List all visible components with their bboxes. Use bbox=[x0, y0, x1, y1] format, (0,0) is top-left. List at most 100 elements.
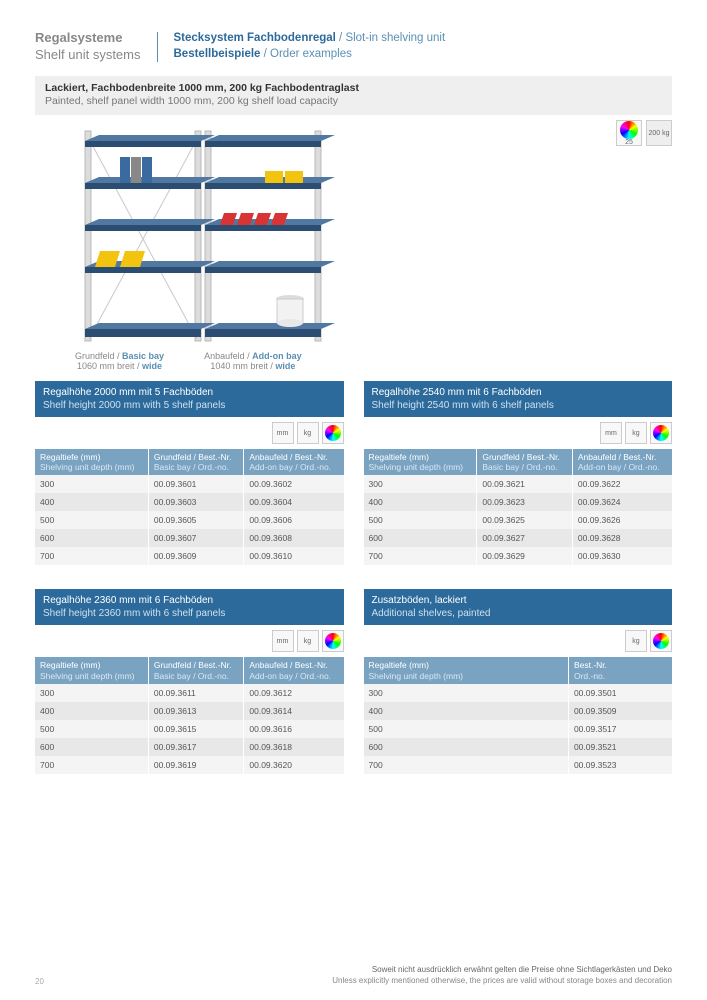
table-row: 60000.09.3521 bbox=[364, 738, 673, 756]
column-header: Anbaufeld / Best.-Nr.Add-on bay / Ord.-n… bbox=[244, 657, 344, 683]
color-count-label: 25 bbox=[625, 139, 633, 146]
header-subtitle-en: Order examples bbox=[270, 48, 352, 60]
table-row: 30000.09.362100.09.3622 bbox=[364, 475, 673, 493]
table-spec-icons: kg bbox=[364, 625, 673, 657]
footer-note-en: Unless explicitly mentioned otherwise, t… bbox=[332, 976, 672, 986]
table-spec-icons: mmkg bbox=[35, 417, 344, 449]
table-title-en: Shelf height 2000 mm with 5 shelf panels bbox=[43, 399, 336, 412]
table-cell: 400 bbox=[35, 493, 148, 511]
table-cell: 00.09.3613 bbox=[148, 702, 244, 720]
table-cell: 00.09.3610 bbox=[244, 547, 344, 565]
table-cell: 600 bbox=[35, 738, 148, 756]
table-title-en: Additional shelves, painted bbox=[372, 607, 665, 620]
product-image bbox=[65, 121, 345, 361]
table-row: 40000.09.361300.09.3614 bbox=[35, 702, 344, 720]
table-cell: 700 bbox=[35, 756, 148, 774]
load-capacity-icon: kg bbox=[297, 630, 319, 652]
table-cell: 00.09.3521 bbox=[568, 738, 672, 756]
table-cell: 600 bbox=[364, 738, 569, 756]
table-title: Zusatzböden, lackiertAdditional shelves,… bbox=[364, 589, 673, 625]
table-cell: 00.09.3606 bbox=[244, 511, 344, 529]
table-cell: 00.09.3622 bbox=[572, 475, 672, 493]
table-row: 60000.09.360700.09.3608 bbox=[35, 529, 344, 547]
header-category-de: Regalsysteme bbox=[35, 30, 141, 47]
footer-note: Soweit nicht ausdrücklich erwähnt gelten… bbox=[332, 965, 672, 986]
table-cell: 600 bbox=[364, 529, 477, 547]
column-header: Grundfeld / Best.-Nr.Basic bay / Ord.-no… bbox=[148, 449, 244, 475]
table-cell: 00.09.3630 bbox=[572, 547, 672, 565]
table-row: 70000.09.3523 bbox=[364, 756, 673, 774]
color-wheel-icon bbox=[620, 121, 638, 139]
table-row: 70000.09.362900.09.3630 bbox=[364, 547, 673, 565]
table-cell: 00.09.3501 bbox=[568, 684, 672, 702]
table-cell: 00.09.3623 bbox=[477, 493, 573, 511]
table-cell: 00.09.3612 bbox=[244, 684, 344, 702]
table-cell: 00.09.3619 bbox=[148, 756, 244, 774]
table-title-de: Zusatzböden, lackiert bbox=[372, 594, 665, 607]
column-header: Anbaufeld / Best.-Nr.Add-on bay / Ord.-n… bbox=[572, 449, 672, 475]
column-header: Best.-Nr.Ord.-no. bbox=[568, 657, 672, 683]
load-capacity-icon: kg bbox=[625, 422, 647, 444]
header-title-line1: Stecksystem Fachbodenregal / Slot-in she… bbox=[174, 30, 446, 46]
table-row: 50000.09.3517 bbox=[364, 720, 673, 738]
order-table: Regaltiefe (mm)Shelving unit depth (mm)G… bbox=[364, 449, 673, 565]
table-cell: 00.09.3611 bbox=[148, 684, 244, 702]
table-cell: 400 bbox=[364, 493, 477, 511]
table-cell: 00.09.3629 bbox=[477, 547, 573, 565]
column-header: Regaltiefe (mm)Shelving unit depth (mm) bbox=[364, 657, 569, 683]
table-cell: 00.09.3618 bbox=[244, 738, 344, 756]
table-cell: 600 bbox=[35, 529, 148, 547]
table-cell: 400 bbox=[364, 702, 569, 720]
order-table-block: Regalhöhe 2540 mm mit 6 FachbödenShelf h… bbox=[364, 381, 673, 565]
table-cell: 500 bbox=[35, 511, 148, 529]
table-cell: 00.09.3614 bbox=[244, 702, 344, 720]
table-row: 60000.09.361700.09.3618 bbox=[35, 738, 344, 756]
table-cell: 00.09.3621 bbox=[477, 475, 573, 493]
table-row: 50000.09.362500.09.3626 bbox=[364, 511, 673, 529]
table-cell: 700 bbox=[35, 547, 148, 565]
column-header: Grundfeld / Best.-Nr.Basic bay / Ord.-no… bbox=[148, 657, 244, 683]
load-capacity-icon: 200 kg bbox=[646, 120, 672, 146]
header-right: Stecksystem Fachbodenregal / Slot-in she… bbox=[174, 30, 446, 62]
table-row: 40000.09.3509 bbox=[364, 702, 673, 720]
load-capacity-icon: kg bbox=[625, 630, 647, 652]
table-cell: 400 bbox=[35, 702, 148, 720]
table-cell: 00.09.3509 bbox=[568, 702, 672, 720]
header-title-line2: Bestellbeispiele / Order examples bbox=[174, 46, 446, 62]
table-cell: 00.09.3523 bbox=[568, 756, 672, 774]
table-cell: 00.09.3603 bbox=[148, 493, 244, 511]
dimension-icon: mm bbox=[272, 422, 294, 444]
color-count-icon: 25 bbox=[616, 120, 642, 146]
table-title-de: Regalhöhe 2360 mm mit 6 Fachböden bbox=[43, 594, 336, 607]
table-cell: 00.09.3617 bbox=[148, 738, 244, 756]
table-cell: 00.09.3604 bbox=[244, 493, 344, 511]
order-table: Regaltiefe (mm)Shelving unit depth (mm)B… bbox=[364, 657, 673, 773]
table-cell: 300 bbox=[35, 684, 148, 702]
product-title-en: Painted, shelf panel width 1000 mm, 200 … bbox=[45, 95, 662, 109]
order-table-block: Zusatzböden, lackiertAdditional shelves,… bbox=[364, 589, 673, 773]
page-header: Regalsysteme Shelf unit systems Stecksys… bbox=[35, 30, 672, 64]
table-title-en: Shelf height 2540 mm with 6 shelf panels bbox=[372, 399, 665, 412]
order-table-block: Regalhöhe 2000 mm mit 5 FachbödenShelf h… bbox=[35, 381, 344, 565]
table-cell: 00.09.3624 bbox=[572, 493, 672, 511]
table-row: 40000.09.360300.09.3604 bbox=[35, 493, 344, 511]
table-cell: 00.09.3608 bbox=[244, 529, 344, 547]
load-capacity-icon: kg bbox=[297, 422, 319, 444]
product-title-bar: Lackiert, Fachbodenbreite 1000 mm, 200 k… bbox=[35, 76, 672, 115]
product-image-row bbox=[35, 121, 672, 361]
color-wheel-icon bbox=[650, 422, 672, 444]
header-left: Regalsysteme Shelf unit systems bbox=[35, 30, 141, 64]
table-cell: 00.09.3620 bbox=[244, 756, 344, 774]
shelving-illustration bbox=[65, 121, 345, 361]
header-title-en: Slot-in shelving unit bbox=[345, 32, 445, 44]
table-row: 30000.09.3501 bbox=[364, 684, 673, 702]
table-cell: 300 bbox=[364, 684, 569, 702]
table-cell: 00.09.3517 bbox=[568, 720, 672, 738]
header-category-en: Shelf unit systems bbox=[35, 47, 141, 64]
table-row: 60000.09.362700.09.3628 bbox=[364, 529, 673, 547]
table-cell: 00.09.3625 bbox=[477, 511, 573, 529]
table-title-de: Regalhöhe 2000 mm mit 5 Fachböden bbox=[43, 386, 336, 399]
table-row: 50000.09.361500.09.3616 bbox=[35, 720, 344, 738]
table-row: 30000.09.361100.09.3612 bbox=[35, 684, 344, 702]
column-header: Regaltiefe (mm)Shelving unit depth (mm) bbox=[364, 449, 477, 475]
